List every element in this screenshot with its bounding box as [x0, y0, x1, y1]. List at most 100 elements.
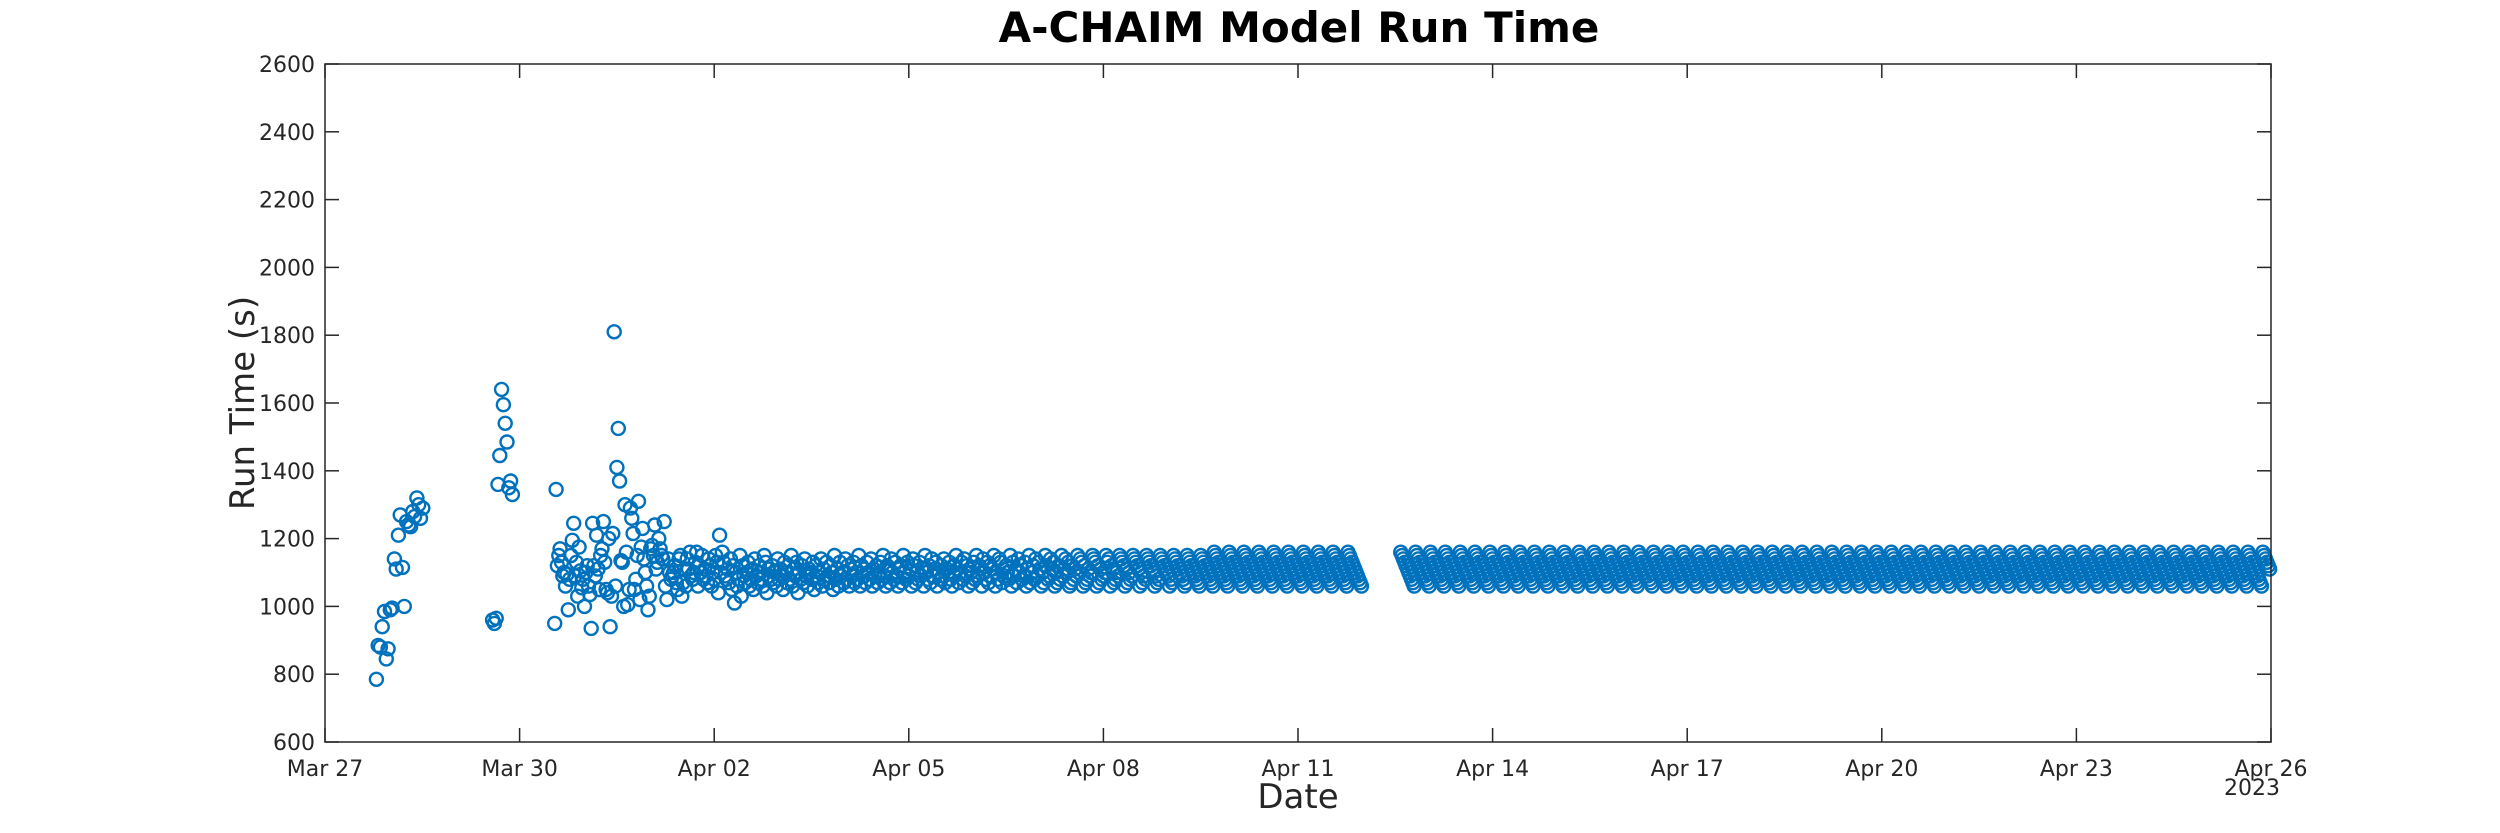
data-point: [930, 564, 947, 581]
data-point: [1584, 578, 1601, 594]
data-point: [1659, 578, 1675, 594]
data-point: [1718, 578, 1735, 594]
data-point: [2105, 578, 2121, 594]
data-point: [997, 568, 1013, 584]
data-point: [1510, 578, 1527, 594]
data-point: [1480, 578, 1497, 594]
x-axis-label: Date: [1257, 777, 1338, 817]
y-tick-label: 2600: [259, 53, 315, 78]
data-point: [1599, 578, 1616, 594]
data-point: [1249, 578, 1266, 594]
data-point: [2090, 578, 2106, 594]
data-point: [607, 578, 624, 594]
data-point: [1495, 578, 1512, 594]
data-point: [1733, 578, 1750, 594]
x-tick-label: Apr 08: [1067, 757, 1140, 782]
data-point: [595, 513, 612, 530]
data-point: [1971, 578, 1987, 594]
data-point: [668, 575, 685, 591]
data-point: [2001, 578, 2017, 594]
data-point: [1451, 578, 1467, 594]
data-point: [2238, 578, 2255, 594]
axes-frame: [324, 63, 2272, 743]
data-point: [2045, 578, 2062, 594]
data-point: [2075, 578, 2091, 594]
data-point: [641, 588, 657, 604]
y-tick-label: 1600: [259, 392, 315, 417]
data-point: [2194, 578, 2210, 594]
data-point: [1778, 578, 1794, 594]
data-point: [2224, 578, 2240, 594]
data-point: [1629, 578, 1645, 594]
data-point: [2134, 578, 2151, 594]
data-point: [388, 561, 404, 577]
data-point: [1837, 578, 1854, 594]
data-point: [609, 459, 625, 476]
data-point: [1406, 578, 1422, 594]
data-point: [1205, 578, 1221, 594]
data-point: [1911, 578, 1928, 594]
data-point: [488, 610, 504, 626]
data-point: [1219, 578, 1236, 594]
data-point: [630, 493, 647, 509]
data-point: [2149, 578, 2166, 594]
data-point: [655, 551, 671, 567]
data-point: [1309, 578, 1325, 594]
data-point: [1748, 578, 1764, 594]
data-point: [394, 559, 411, 576]
data-point: [1703, 578, 1720, 594]
data-point: [1792, 578, 1809, 594]
data-point: [370, 637, 386, 654]
chart-title: A-CHAIM Model Run Time: [999, 3, 1600, 52]
data-point: [656, 513, 672, 530]
x-tick-label: Apr 17: [1651, 757, 1724, 782]
data-point: [499, 434, 515, 450]
y-tick-label: 800: [273, 663, 315, 688]
data-point: [2060, 578, 2077, 594]
data-point: [722, 551, 739, 567]
x-axis-year-label: 2023: [2224, 776, 2280, 801]
data-point: [1926, 578, 1943, 594]
data-point: [2209, 578, 2225, 594]
data-point: [1421, 578, 1437, 594]
data-point: [1002, 547, 1018, 564]
data-point: [380, 641, 396, 657]
x-tick-label: Apr 23: [2040, 757, 2113, 782]
data-point: [602, 619, 618, 635]
data-point: [374, 619, 390, 635]
data-point: [1436, 578, 1452, 594]
data-point: [493, 381, 510, 398]
y-axis-label: Run Time (s): [223, 296, 263, 510]
data-point: [571, 539, 587, 555]
data-point: [624, 510, 640, 526]
data-point: [2253, 578, 2270, 594]
data-point: [497, 415, 513, 431]
data-point: [1264, 578, 1281, 594]
data-point: [756, 547, 772, 564]
data-point: [378, 651, 394, 667]
data-point: [1867, 578, 1883, 594]
data-point: [2120, 578, 2136, 594]
data-point: [1807, 578, 1824, 594]
data-point: [1353, 578, 1370, 594]
data-point: [606, 324, 622, 340]
data-point: [1324, 578, 1340, 594]
x-tick-label: Apr 26: [2234, 757, 2307, 782]
data-point: [415, 500, 431, 516]
data-point: [1465, 578, 1482, 594]
data-point: [652, 541, 668, 557]
data-point: [1540, 578, 1556, 594]
data-point: [610, 420, 626, 437]
y-tick-label: 1000: [259, 595, 315, 620]
data-point: [1161, 578, 1178, 594]
data-point: [368, 671, 385, 687]
data-point: [492, 447, 508, 464]
data-point: [725, 558, 741, 574]
data-point: [2030, 578, 2047, 594]
data-point: [548, 481, 564, 498]
data-point: [597, 554, 613, 570]
x-tick-label: Apr 20: [1845, 757, 1918, 782]
data-point: [382, 602, 398, 618]
data-point: [386, 551, 403, 567]
